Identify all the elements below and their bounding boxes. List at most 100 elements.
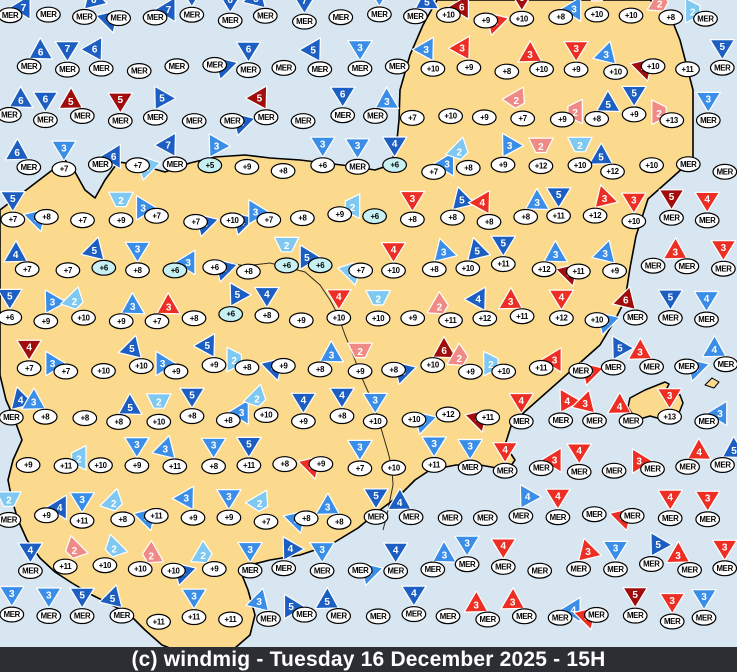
svg-text:6: 6 bbox=[43, 94, 49, 105]
svg-text:MER: MER bbox=[679, 262, 696, 271]
svg-text:MER: MER bbox=[40, 10, 57, 19]
svg-text:5: 5 bbox=[10, 194, 16, 205]
svg-text:2: 2 bbox=[594, 0, 600, 1]
svg-text:+11: +11 bbox=[682, 65, 695, 74]
svg-text:+9: +9 bbox=[210, 565, 219, 574]
svg-text:7: 7 bbox=[165, 141, 171, 152]
svg-text:3: 3 bbox=[184, 494, 190, 505]
svg-text:3: 3 bbox=[721, 243, 727, 254]
svg-text:+10: +10 bbox=[369, 417, 382, 426]
svg-text:MER: MER bbox=[22, 567, 39, 576]
svg-text:4: 4 bbox=[559, 292, 565, 303]
svg-text:3: 3 bbox=[130, 302, 136, 313]
svg-text:+9: +9 bbox=[297, 316, 306, 325]
svg-text:MER: MER bbox=[696, 613, 713, 622]
svg-text:+9: +9 bbox=[336, 210, 345, 219]
svg-text:+9: +9 bbox=[24, 461, 33, 470]
svg-text:MER: MER bbox=[3, 413, 20, 422]
svg-text:+9: +9 bbox=[482, 16, 491, 25]
svg-text:4: 4 bbox=[288, 544, 294, 555]
svg-text:+8: +8 bbox=[190, 314, 199, 323]
svg-text:+12: +12 bbox=[555, 314, 568, 323]
svg-text:MER: MER bbox=[74, 612, 91, 621]
svg-text:6: 6 bbox=[441, 346, 447, 357]
svg-text:+8: +8 bbox=[279, 167, 288, 176]
svg-text:MER: MER bbox=[41, 612, 58, 621]
svg-text:MER: MER bbox=[645, 261, 662, 270]
svg-text:4: 4 bbox=[502, 445, 508, 456]
svg-text:MER: MER bbox=[403, 513, 420, 522]
svg-text:3: 3 bbox=[473, 601, 479, 612]
svg-text:5: 5 bbox=[257, 93, 263, 104]
svg-text:MER: MER bbox=[387, 567, 404, 576]
svg-text:MER: MER bbox=[588, 610, 605, 619]
svg-text:+9: +9 bbox=[317, 460, 326, 469]
svg-text:+7: +7 bbox=[429, 167, 437, 176]
svg-text:MER: MER bbox=[131, 67, 148, 76]
svg-text:+10: +10 bbox=[591, 10, 604, 19]
svg-text:+7: +7 bbox=[9, 215, 17, 224]
svg-text:5: 5 bbox=[655, 540, 661, 551]
svg-text:2: 2 bbox=[284, 241, 290, 252]
svg-text:+11: +11 bbox=[553, 211, 566, 220]
svg-text:MER: MER bbox=[92, 160, 109, 169]
svg-text:MER: MER bbox=[260, 614, 277, 623]
svg-text:MER: MER bbox=[74, 112, 91, 121]
svg-text:3: 3 bbox=[675, 551, 681, 562]
svg-text:+8: +8 bbox=[408, 215, 417, 224]
svg-text:3: 3 bbox=[319, 545, 325, 556]
svg-text:+8: +8 bbox=[485, 217, 494, 226]
svg-text:4: 4 bbox=[18, 396, 24, 407]
svg-text:+10: +10 bbox=[645, 161, 658, 170]
svg-text:+8: +8 bbox=[316, 365, 325, 374]
svg-text:MER: MER bbox=[240, 66, 257, 75]
svg-text:MER: MER bbox=[186, 117, 203, 126]
svg-text:+8: +8 bbox=[335, 517, 344, 526]
svg-text:+7: +7 bbox=[356, 464, 364, 473]
svg-text:3: 3 bbox=[384, 97, 390, 108]
svg-text:2: 2 bbox=[254, 395, 260, 406]
svg-text:+10: +10 bbox=[260, 411, 273, 420]
svg-text:+10: +10 bbox=[628, 217, 641, 226]
svg-text:5: 5 bbox=[118, 95, 124, 106]
svg-text:MER: MER bbox=[586, 510, 603, 519]
svg-text:+10: +10 bbox=[387, 266, 400, 275]
svg-text:4: 4 bbox=[555, 492, 561, 503]
svg-text:3: 3 bbox=[705, 494, 711, 505]
svg-text:3: 3 bbox=[706, 95, 712, 106]
svg-text:MER: MER bbox=[698, 315, 715, 324]
svg-text:5: 5 bbox=[373, 491, 379, 502]
svg-text:+8: +8 bbox=[522, 212, 531, 221]
svg-text:MER: MER bbox=[699, 515, 716, 524]
svg-text:4: 4 bbox=[475, 295, 481, 306]
svg-text:MER: MER bbox=[718, 360, 735, 369]
svg-text:+10: +10 bbox=[647, 62, 660, 71]
svg-text:+8: +8 bbox=[41, 412, 50, 421]
svg-text:+9: +9 bbox=[42, 317, 51, 326]
svg-text:3: 3 bbox=[357, 443, 363, 454]
svg-text:5: 5 bbox=[424, 0, 430, 8]
svg-text:+8: +8 bbox=[298, 214, 307, 223]
svg-text:2: 2 bbox=[200, 551, 206, 562]
svg-text:MER: MER bbox=[275, 564, 292, 573]
svg-text:3: 3 bbox=[79, 495, 85, 506]
svg-text:MER: MER bbox=[699, 216, 716, 225]
svg-text:+10: +10 bbox=[372, 314, 385, 323]
svg-text:MER: MER bbox=[184, 10, 201, 19]
svg-text:+9: +9 bbox=[499, 160, 508, 169]
svg-text:MER: MER bbox=[206, 60, 223, 69]
svg-text:+10: +10 bbox=[444, 112, 457, 121]
svg-text:5: 5 bbox=[310, 45, 316, 56]
svg-text:MER: MER bbox=[349, 162, 366, 171]
svg-text:7: 7 bbox=[302, 0, 308, 7]
svg-text:5: 5 bbox=[668, 292, 674, 303]
svg-text:3: 3 bbox=[603, 50, 609, 61]
svg-text:+11: +11 bbox=[76, 516, 89, 525]
svg-text:MER: MER bbox=[714, 63, 731, 72]
svg-text:MER: MER bbox=[550, 513, 567, 522]
svg-text:MER: MER bbox=[1, 110, 18, 119]
svg-text:+11: +11 bbox=[445, 316, 458, 325]
svg-text:MER: MER bbox=[714, 461, 731, 470]
svg-text:4: 4 bbox=[393, 545, 399, 556]
svg-text:+8: +8 bbox=[464, 163, 473, 172]
